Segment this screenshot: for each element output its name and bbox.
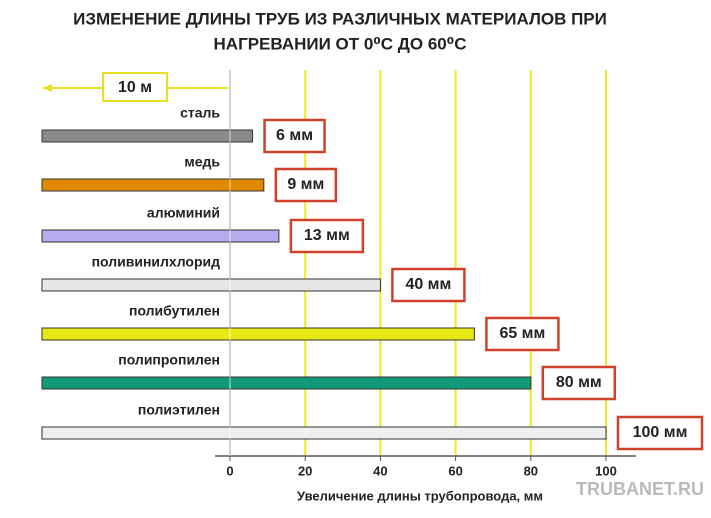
category-label: сталь — [180, 105, 220, 121]
value-label-box — [391, 267, 466, 303]
value-label-box — [485, 316, 560, 352]
value-label-box — [289, 218, 365, 254]
x-tick-label: 60 — [448, 463, 462, 478]
annotation: 10 м — [118, 79, 152, 96]
chart-title: ИЗМЕНЕНИЕ ДЛИНЫ ТРУБ ИЗ РАЗЛИЧНЫХ МАТЕРИ… — [73, 9, 607, 28]
category-label: полипропилен — [118, 352, 220, 368]
x-tick-label: 80 — [524, 463, 538, 478]
bar — [41, 178, 265, 192]
value-label-box — [263, 118, 326, 154]
value-label: 6 мм — [276, 127, 313, 144]
x-tick-label: 40 — [373, 463, 387, 478]
chart-title: НАГРЕВАНИИ ОТ 0⁰С ДО 60⁰С — [214, 34, 467, 53]
bar — [41, 376, 532, 390]
annotation-box — [102, 72, 168, 102]
bar — [41, 278, 381, 292]
x-tick-label: 20 — [298, 463, 312, 478]
value-label-box — [541, 365, 617, 401]
value-label: 100 мм — [633, 424, 688, 441]
category-label: алюминий — [147, 205, 220, 221]
value-label-box — [274, 167, 338, 203]
category-label: медь — [184, 154, 220, 170]
bar — [41, 129, 254, 143]
category-label: полиэтилен — [138, 402, 220, 418]
value-label: 40 мм — [405, 276, 451, 293]
watermark: TRUBANET.RU — [576, 479, 704, 499]
value-label: 9 мм — [287, 176, 324, 193]
category-label: полибутилен — [129, 303, 220, 319]
x-axis-label: Увеличение длины трубопровода, мм — [297, 488, 543, 503]
bar — [41, 327, 475, 341]
value-label: 13 мм — [304, 227, 350, 244]
arrow-head — [42, 84, 52, 92]
category-label: поливинилхлорид — [92, 254, 221, 270]
bar — [41, 229, 280, 243]
value-label: 80 мм — [556, 374, 602, 391]
x-tick-label: 0 — [226, 463, 233, 478]
value-label: 65 мм — [499, 325, 545, 342]
bar — [41, 426, 607, 440]
value-label-box — [616, 415, 704, 451]
x-tick-label: 100 — [595, 463, 617, 478]
